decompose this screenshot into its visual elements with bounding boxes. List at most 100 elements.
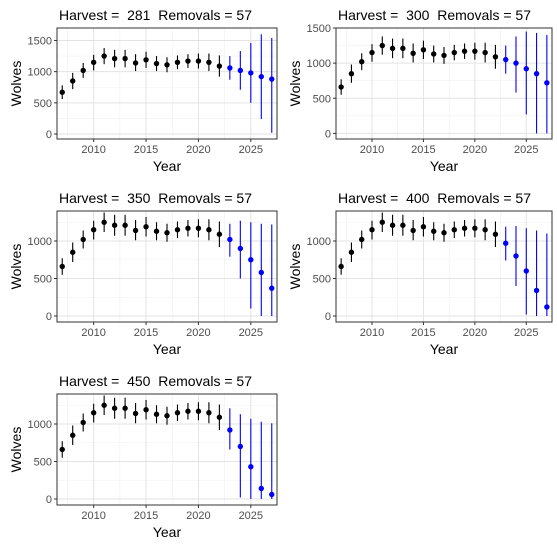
x-tick-label: 2020 [186, 144, 210, 156]
data-point [379, 219, 385, 225]
data-point [237, 67, 244, 74]
data-point [185, 58, 191, 64]
x-tick-label: 2025 [239, 144, 263, 156]
data-point [258, 269, 264, 276]
data-point [101, 219, 107, 225]
data-point [269, 76, 275, 82]
x-tick-label: 2010 [81, 510, 105, 522]
data-point [237, 245, 244, 252]
y-tick-label: 1500 [307, 23, 331, 35]
data-point [80, 419, 86, 426]
data-point [431, 228, 437, 234]
data-point [132, 410, 139, 417]
data-point [523, 268, 529, 274]
x-tick-label: 2020 [463, 144, 487, 156]
data-point [227, 65, 233, 71]
panel-title: Harvest = 400 Removals = 57 [338, 190, 531, 206]
data-point [195, 58, 202, 64]
x-tick-label: 2010 [81, 327, 105, 339]
data-point [227, 427, 233, 433]
x-tick-label: 2010 [81, 144, 105, 156]
data-point [410, 50, 416, 56]
data-point [153, 60, 160, 67]
x-axis-title: Year [153, 341, 182, 357]
data-point [338, 84, 344, 90]
panel-border [56, 393, 278, 506]
x-tick-label: 2025 [514, 327, 538, 339]
data-point [451, 227, 457, 233]
data-point [132, 60, 139, 66]
data-point [227, 236, 233, 243]
chart-panel-2: 2010 2015 2020 2025 0 500 1000 1500 Harvest = 30… [287, 7, 553, 174]
data-point [410, 227, 416, 234]
data-point [111, 222, 118, 228]
data-point [59, 446, 65, 453]
y-tick-label: 0 [325, 128, 331, 140]
data-point [503, 56, 509, 63]
x-tick-label: 2015 [134, 327, 158, 339]
data-point [420, 47, 427, 53]
y-tick-label: 500 [34, 98, 52, 110]
chart-panel-1: 2010 2015 2020 2025 0 500 1000 1500 Harvest = 28… [8, 7, 278, 174]
data-point [70, 78, 76, 84]
data-point [164, 62, 170, 68]
data-point [533, 70, 540, 77]
data-point [472, 225, 478, 231]
y-tick-label: 0 [46, 311, 52, 323]
data-point [70, 249, 76, 255]
y-axis-title: Wolves [8, 244, 24, 290]
data-point [59, 89, 65, 95]
data-point [369, 49, 375, 56]
data-point [441, 52, 447, 59]
data-point [174, 59, 181, 65]
data-point [472, 48, 478, 54]
data-point [523, 66, 529, 72]
data-point [269, 285, 275, 291]
data-point [269, 491, 275, 498]
data-point [185, 225, 191, 231]
data-point [216, 63, 223, 69]
data-point [482, 49, 488, 56]
data-point [248, 257, 254, 263]
data-point [513, 60, 519, 66]
data-point [248, 464, 254, 470]
data-point [258, 485, 264, 492]
y-tick-label: 500 [313, 274, 331, 286]
x-tick-label: 2025 [239, 510, 263, 522]
data-point [441, 230, 447, 236]
data-point [420, 224, 427, 230]
plot-area [57, 28, 277, 139]
y-tick-label: 1000 [28, 67, 52, 79]
data-point [111, 55, 118, 62]
x-axis-title: Year [430, 158, 459, 174]
data-point [143, 57, 149, 63]
data-point [90, 227, 97, 233]
y-tick-label: 0 [46, 494, 52, 506]
x-tick-label: 2015 [411, 144, 435, 156]
plot-area [336, 28, 552, 139]
x-tick-label: 2015 [134, 144, 158, 156]
panel-title: Harvest = 350 Removals = 57 [59, 190, 252, 206]
data-point [185, 408, 191, 414]
x-tick-label: 2015 [411, 327, 435, 339]
data-point [143, 224, 149, 230]
data-point [400, 45, 406, 52]
data-point [195, 225, 202, 231]
panel-title: Harvest = 450 Removals = 57 [59, 373, 252, 389]
chart-panel-3: 2010 2015 2020 2025 0 500 1000 Harvest = 350 Re… [8, 190, 278, 357]
data-point [258, 73, 264, 80]
data-point [461, 48, 468, 54]
x-tick-label: 2010 [360, 327, 384, 339]
y-tick-label: 500 [313, 93, 331, 105]
y-tick-label: 1000 [307, 236, 331, 248]
data-point [164, 230, 170, 236]
data-point [59, 263, 65, 270]
y-tick-label: 0 [325, 311, 331, 323]
y-tick-label: 500 [34, 274, 52, 286]
panel-title: Harvest = 281 Removals = 57 [59, 7, 252, 23]
data-point [400, 222, 406, 228]
data-point [389, 45, 396, 52]
data-point [513, 253, 519, 259]
data-point [492, 231, 499, 237]
